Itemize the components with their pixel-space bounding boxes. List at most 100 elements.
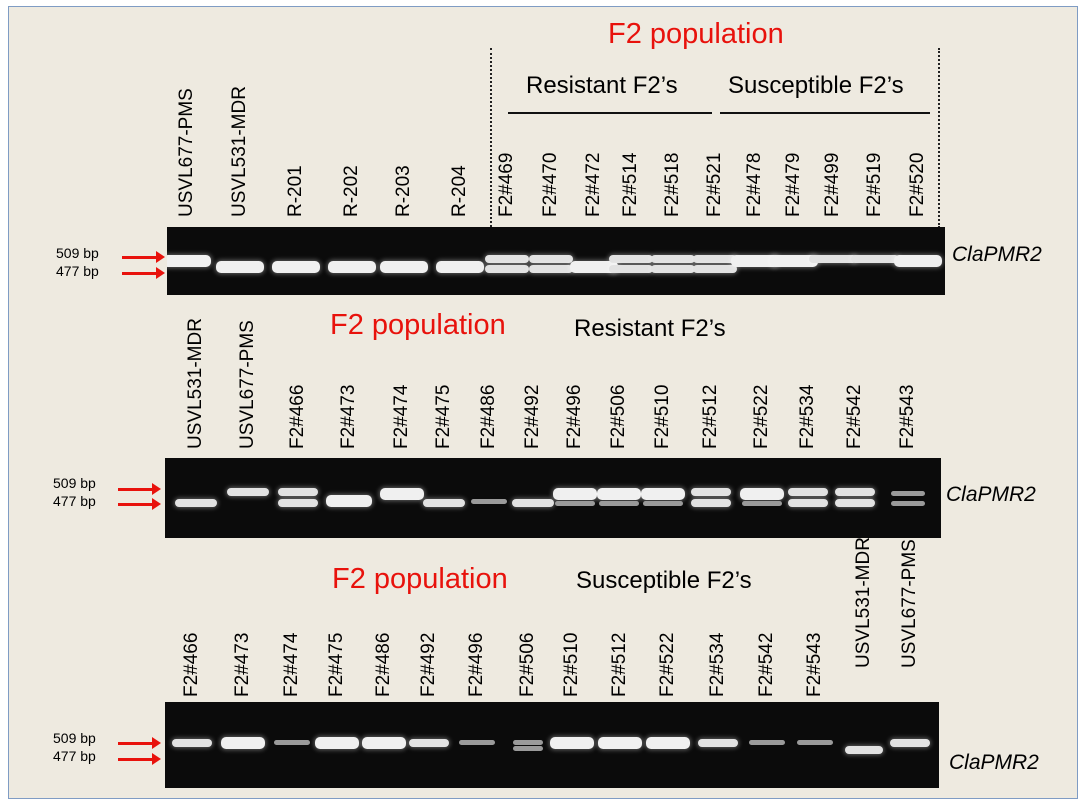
gel-band [553, 488, 597, 500]
gel-band [529, 265, 573, 273]
panel1-susceptible-label: Susceptible F2’s [728, 72, 904, 99]
gel-band [646, 737, 690, 749]
gel-band [835, 499, 875, 507]
lane-label: F2#518 [662, 152, 683, 217]
lane-label: F2#469 [496, 152, 517, 217]
lane-label: F2#496 [466, 632, 487, 697]
marker-arrow-509 [118, 737, 161, 749]
gel-band [809, 255, 857, 263]
divider-right [938, 48, 940, 228]
lane-label: R-203 [393, 165, 414, 217]
gel-band [643, 501, 683, 506]
panel2-heading: F2 population [330, 309, 506, 341]
panel1-heading: F2 population [608, 18, 784, 50]
gel-panel-2 [165, 458, 941, 538]
lane-label: F2#496 [564, 384, 585, 449]
marker-arrow-509 [122, 251, 165, 263]
lane-label: F2#474 [281, 632, 302, 697]
lane-label: F2#506 [608, 384, 629, 449]
panel2-group-label: Resistant F2’s [574, 315, 726, 342]
gel-band [891, 491, 925, 496]
lane-label: F2#514 [620, 152, 641, 217]
panel1-resistant-label: Resistant F2’s [526, 72, 678, 99]
gel-band [788, 488, 828, 496]
gel-band [835, 488, 875, 496]
lane-label: F2#520 [907, 152, 928, 217]
gel-band [742, 501, 782, 506]
lane-label: F2#470 [540, 152, 561, 217]
gel-band [749, 740, 785, 745]
lane-label: F2#542 [844, 384, 865, 449]
marker-arrow-477 [118, 753, 161, 765]
panel3-gene-label: ClaPMR2 [949, 751, 1039, 774]
lane-label: F2#492 [522, 384, 543, 449]
lane-label: F2#474 [391, 384, 412, 449]
gel-band [691, 488, 731, 496]
lane-label: F2#510 [561, 632, 582, 697]
lane-label: R-201 [285, 165, 306, 217]
gel-band [278, 499, 318, 507]
lane-label: USVL677-PMS [176, 88, 197, 217]
gel-band [599, 501, 639, 506]
lane-label: F2#512 [700, 384, 721, 449]
gel-band [512, 499, 554, 507]
lane-label: F2#522 [657, 632, 678, 697]
gel-band [788, 499, 828, 507]
lane-label: F2#510 [652, 384, 673, 449]
gel-band [485, 265, 529, 273]
gel-band [890, 739, 930, 747]
lane-label: F2#519 [864, 152, 885, 217]
resistant-group-bar [508, 112, 712, 114]
lane-label: F2#473 [338, 384, 359, 449]
gel-band [609, 255, 653, 263]
panel3-marker-477: 477 bp [53, 748, 96, 764]
lane-label: F2#486 [373, 632, 394, 697]
gel-band [423, 499, 465, 507]
gel-band [731, 255, 779, 267]
marker-arrow-477 [118, 498, 161, 510]
gel-band [770, 255, 818, 267]
lane-label: F2#479 [783, 152, 804, 217]
lane-label: F2#486 [478, 384, 499, 449]
gel-band [891, 501, 925, 506]
panel1-marker-509: 509 bp [56, 245, 99, 261]
gel-band [698, 739, 738, 747]
gel-panel-3 [165, 702, 939, 788]
gel-band [274, 740, 310, 745]
lane-label: F2#478 [744, 152, 765, 217]
gel-band [459, 740, 495, 745]
gel-band [485, 255, 529, 263]
gel-band [221, 737, 265, 749]
lane-label: R-204 [449, 165, 470, 217]
lane-label: F2#522 [751, 384, 772, 449]
lane-label: F2#542 [756, 632, 777, 697]
panel3-group-label: Susceptible F2’s [576, 567, 752, 594]
panel1-gene-label: ClaPMR2 [952, 243, 1042, 266]
gel-band [609, 265, 653, 273]
lane-label: F2#521 [704, 152, 725, 217]
panel3-marker-509: 509 bp [53, 730, 96, 746]
panel2-gene-label: ClaPMR2 [946, 483, 1036, 506]
lane-label: F2#543 [804, 632, 825, 697]
lane-label: USVL531-MDR [229, 86, 250, 217]
gel-band [315, 737, 359, 749]
gel-band [278, 488, 318, 496]
gel-band [175, 499, 217, 507]
gel-band [272, 261, 320, 273]
lane-label: USVL677-PMS [237, 320, 258, 449]
lane-label: F2#492 [418, 632, 439, 697]
gel-band [691, 499, 731, 507]
gel-band [167, 255, 211, 267]
lane-label: F2#534 [707, 632, 728, 697]
gel-band [380, 261, 428, 273]
lane-label: F2#512 [609, 632, 630, 697]
gel-band [436, 261, 484, 273]
panel2-marker-477: 477 bp [53, 493, 96, 509]
gel-band [328, 261, 376, 273]
lane-label: F2#466 [287, 384, 308, 449]
gel-band [172, 739, 212, 747]
gel-band [797, 740, 833, 745]
lane-label: F2#499 [822, 152, 843, 217]
gel-band [597, 488, 641, 500]
